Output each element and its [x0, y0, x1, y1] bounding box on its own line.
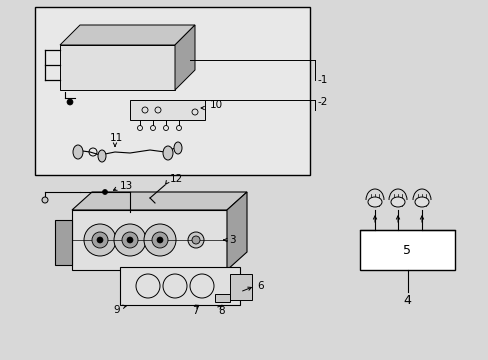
Text: 13: 13	[120, 181, 133, 191]
Bar	[130, 100, 204, 120]
Text: 8: 8	[218, 306, 224, 316]
Circle shape	[114, 224, 146, 256]
Circle shape	[127, 237, 133, 243]
Bar	[359, 230, 454, 270]
Ellipse shape	[174, 142, 182, 154]
Circle shape	[67, 99, 73, 105]
Bar	[35, 7, 309, 175]
Circle shape	[163, 274, 186, 298]
Text: -1: -1	[317, 75, 328, 85]
Circle shape	[192, 236, 200, 244]
Circle shape	[187, 232, 203, 248]
Bar	[215, 294, 229, 302]
Circle shape	[190, 274, 214, 298]
Polygon shape	[226, 192, 246, 270]
Polygon shape	[72, 210, 226, 270]
Circle shape	[122, 232, 138, 248]
Circle shape	[143, 224, 176, 256]
Text: 11: 11	[110, 133, 123, 143]
Ellipse shape	[163, 146, 173, 160]
Polygon shape	[175, 25, 195, 90]
Text: 7: 7	[192, 306, 198, 316]
Polygon shape	[60, 45, 175, 90]
Ellipse shape	[390, 197, 404, 207]
Text: 9: 9	[113, 305, 120, 315]
Polygon shape	[60, 25, 195, 45]
Text: 3: 3	[228, 235, 235, 245]
Polygon shape	[72, 192, 246, 210]
Text: 4: 4	[403, 293, 410, 306]
Circle shape	[84, 224, 116, 256]
Circle shape	[92, 232, 108, 248]
Ellipse shape	[414, 197, 428, 207]
Bar	[229, 274, 251, 300]
Ellipse shape	[98, 150, 106, 162]
Circle shape	[102, 189, 107, 194]
Ellipse shape	[73, 145, 83, 159]
Polygon shape	[55, 220, 72, 265]
Text: 12: 12	[170, 174, 183, 184]
Bar	[120, 267, 240, 305]
Circle shape	[152, 232, 168, 248]
Text: -2: -2	[317, 97, 328, 107]
Text: 10: 10	[209, 100, 223, 110]
Circle shape	[42, 197, 48, 203]
Text: 6: 6	[257, 281, 263, 291]
Text: 5: 5	[403, 243, 411, 256]
Circle shape	[136, 274, 160, 298]
Circle shape	[97, 237, 103, 243]
Ellipse shape	[367, 197, 381, 207]
Circle shape	[157, 237, 163, 243]
